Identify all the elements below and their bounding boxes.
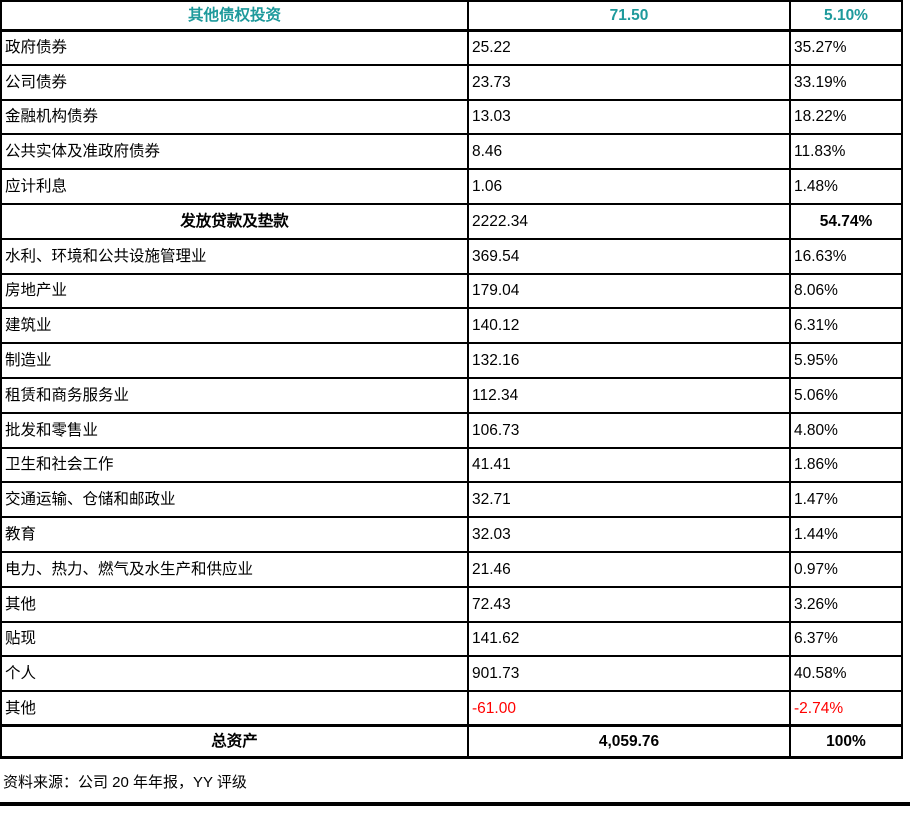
row-label-cell: 房地产业 <box>0 272 469 310</box>
table-row: 制造业 132.16 5.95% <box>0 342 903 379</box>
row-value-cell: 132.16 <box>467 342 791 379</box>
row-pct-cell: 33.19% <box>789 63 903 101</box>
row-value-cell: 369.54 <box>467 237 791 275</box>
table-row: 其他 -61.00 -2.74% <box>0 690 903 727</box>
row-label-cell: 其他 <box>0 690 469 727</box>
row-value-cell: -61.00 <box>467 690 791 727</box>
row-label-cell: 金融机构债券 <box>0 98 469 136</box>
row-label-cell: 政府债券 <box>0 29 469 66</box>
row-pct-cell: -2.74% <box>789 690 903 727</box>
row-pct-cell: 6.31% <box>789 307 903 345</box>
table-row: 房地产业 179.04 8.06% <box>0 272 903 310</box>
row-pct-cell: 1.44% <box>789 516 903 553</box>
table-row: 租赁和商务服务业 112.34 5.06% <box>0 376 903 414</box>
row-label-cell: 租赁和商务服务业 <box>0 376 469 414</box>
table-row: 其他 72.43 3.26% <box>0 585 903 623</box>
table-row: 应计利息 1.06 1.48% <box>0 168 903 205</box>
row-label-cell: 教育 <box>0 516 469 553</box>
row-value-cell: 32.03 <box>467 516 791 553</box>
row-label-cell: 制造业 <box>0 342 469 379</box>
table-row: 建筑业 140.12 6.31% <box>0 307 903 345</box>
row-value-cell: 1.06 <box>467 168 791 205</box>
row-pct-cell: 4.80% <box>789 411 903 449</box>
row-value-cell: 2222.34 <box>467 202 791 240</box>
table-row: 水利、环境和公共设施管理业 369.54 16.63% <box>0 237 903 275</box>
row-label-cell: 其他债权投资 <box>0 0 469 32</box>
table-row: 公司债券 23.73 33.19% <box>0 63 903 101</box>
bottom-divider <box>0 802 910 807</box>
row-value-cell: 141.62 <box>467 620 791 658</box>
row-label-cell: 批发和零售业 <box>0 411 469 449</box>
row-pct-cell: 11.83% <box>789 133 903 171</box>
row-label-cell: 总资产 <box>0 724 469 760</box>
table-row: 公共实体及准政府债券 8.46 11.83% <box>0 133 903 171</box>
row-value-cell: 41.41 <box>467 446 791 484</box>
table-row: 其他债权投资 71.50 5.10% <box>0 0 903 32</box>
row-pct-cell: 1.48% <box>789 168 903 205</box>
row-pct-cell: 35.27% <box>789 29 903 66</box>
row-pct-cell: 8.06% <box>789 272 903 310</box>
row-value-cell: 72.43 <box>467 585 791 623</box>
row-label-cell: 建筑业 <box>0 307 469 345</box>
row-value-cell: 21.46 <box>467 550 791 588</box>
row-pct-cell: 16.63% <box>789 237 903 275</box>
row-value-cell: 112.34 <box>467 376 791 414</box>
row-label-cell: 应计利息 <box>0 168 469 205</box>
row-value-cell: 179.04 <box>467 272 791 310</box>
table-row: 批发和零售业 106.73 4.80% <box>0 411 903 449</box>
row-label-cell: 其他 <box>0 585 469 623</box>
table-row: 交通运输、仓储和邮政业 32.71 1.47% <box>0 481 903 519</box>
row-pct-cell: 6.37% <box>789 620 903 658</box>
table-row: 个人 901.73 40.58% <box>0 655 903 693</box>
source-note: 资料来源：公司 20 年年报，YY 评级 <box>3 774 247 792</box>
table-row: 贴现 141.62 6.37% <box>0 620 903 658</box>
row-pct-cell: 18.22% <box>789 98 903 136</box>
asset-breakdown-table: 其他债权投资 71.50 5.10% 政府债券 25.22 35.27% 公司债… <box>0 0 903 760</box>
row-value-cell: 71.50 <box>467 0 791 32</box>
row-value-cell: 901.73 <box>467 655 791 693</box>
row-label-cell: 公司债券 <box>0 63 469 101</box>
table-row: 电力、热力、燃气及水生产和供应业 21.46 0.97% <box>0 550 903 588</box>
row-label-cell: 贴现 <box>0 620 469 658</box>
row-value-cell: 8.46 <box>467 133 791 171</box>
row-value-cell: 32.71 <box>467 481 791 519</box>
table-row: 政府债券 25.22 35.27% <box>0 29 903 66</box>
row-pct-cell: 5.06% <box>789 376 903 414</box>
table-row: 卫生和社会工作 41.41 1.86% <box>0 446 903 484</box>
row-value-cell: 106.73 <box>467 411 791 449</box>
row-pct-cell: 0.97% <box>789 550 903 588</box>
row-label-cell: 交通运输、仓储和邮政业 <box>0 481 469 519</box>
row-pct-cell: 1.86% <box>789 446 903 484</box>
row-label-cell: 个人 <box>0 655 469 693</box>
row-value-cell: 23.73 <box>467 63 791 101</box>
row-value-cell: 25.22 <box>467 29 791 66</box>
row-pct-cell: 5.10% <box>789 0 903 32</box>
row-label-cell: 公共实体及准政府债券 <box>0 133 469 171</box>
table-row: 总资产 4,059.76 100% <box>0 724 903 760</box>
row-pct-cell: 5.95% <box>789 342 903 379</box>
row-value-cell: 4,059.76 <box>467 724 791 760</box>
row-label-cell: 卫生和社会工作 <box>0 446 469 484</box>
row-pct-cell: 40.58% <box>789 655 903 693</box>
row-pct-cell: 54.74% <box>789 202 903 240</box>
row-pct-cell: 100% <box>789 724 903 760</box>
row-label-cell: 发放贷款及垫款 <box>0 202 469 240</box>
row-value-cell: 13.03 <box>467 98 791 136</box>
row-label-cell: 水利、环境和公共设施管理业 <box>0 237 469 275</box>
table-row: 金融机构债券 13.03 18.22% <box>0 98 903 136</box>
row-value-cell: 140.12 <box>467 307 791 345</box>
row-label-cell: 电力、热力、燃气及水生产和供应业 <box>0 550 469 588</box>
row-pct-cell: 3.26% <box>789 585 903 623</box>
row-pct-cell: 1.47% <box>789 481 903 519</box>
table-row: 发放贷款及垫款 2222.34 54.74% <box>0 202 903 240</box>
table-row: 教育 32.03 1.44% <box>0 516 903 553</box>
